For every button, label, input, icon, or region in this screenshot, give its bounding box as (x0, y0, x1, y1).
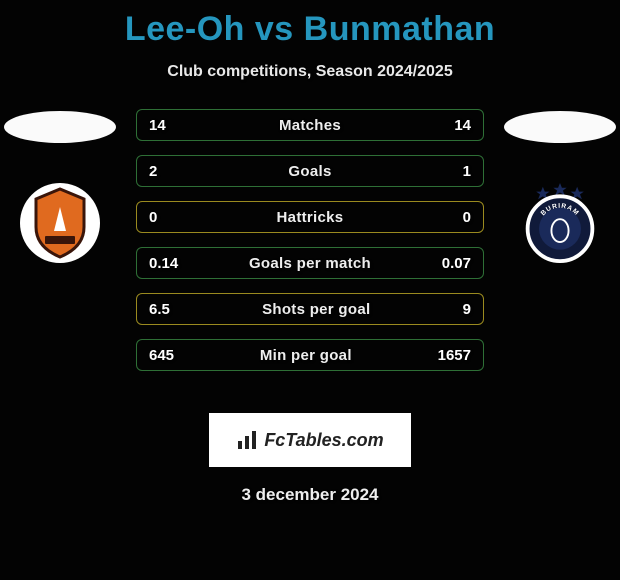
stat-left-value: 0.14 (149, 255, 178, 272)
left-avatar-placeholder (4, 111, 116, 143)
stat-right-value: 9 (463, 301, 471, 318)
stat-left-value: 2 (149, 163, 157, 180)
stat-metric-label: Min per goal (260, 347, 352, 364)
stat-left-value: 6.5 (149, 301, 170, 318)
left-player-column (0, 109, 120, 263)
stat-metric-label: Goals per match (249, 255, 371, 272)
stat-right-value: 1657 (438, 347, 471, 364)
shield-icon (20, 183, 100, 263)
stat-row: 0 Hattricks 0 (136, 201, 484, 233)
stat-row: 645 Min per goal 1657 (136, 339, 484, 371)
stat-left-value: 645 (149, 347, 174, 364)
stat-row: 2 Goals 1 (136, 155, 484, 187)
stat-right-value: 0 (463, 209, 471, 226)
stat-row: 0.14 Goals per match 0.07 (136, 247, 484, 279)
date-label: 3 december 2024 (0, 485, 620, 505)
crest-icon: BURIRAM (520, 181, 600, 265)
stat-left-value: 0 (149, 209, 157, 226)
right-avatar-placeholder (504, 111, 616, 143)
stat-bars: 14 Matches 14 2 Goals 1 0 Hattricks 0 0.14 Goals p… (136, 109, 484, 371)
stat-left-value: 14 (149, 117, 166, 134)
page-subtitle: Club competitions, Season 2024/2025 (0, 63, 620, 81)
comparison-stage: BURIRAM 14 Matches 14 2 Goals 1 0 Hattricks 0 0.1… (0, 109, 620, 389)
chart-icon (236, 429, 258, 451)
stat-metric-label: Hattricks (277, 209, 344, 226)
brand-box: FcTables.com (209, 413, 411, 467)
right-player-column: BURIRAM (500, 109, 620, 263)
brand-label: FcTables.com (264, 430, 383, 451)
stat-right-value: 0.07 (442, 255, 471, 272)
stat-right-value: 14 (454, 117, 471, 134)
right-club-badge: BURIRAM (520, 183, 600, 263)
stat-metric-label: Goals (288, 163, 331, 180)
left-club-badge (20, 183, 100, 263)
stat-right-value: 1 (463, 163, 471, 180)
stat-row: 14 Matches 14 (136, 109, 484, 141)
page-title: Lee-Oh vs Bunmathan (0, 0, 620, 49)
stat-metric-label: Shots per goal (262, 301, 370, 318)
stat-row: 6.5 Shots per goal 9 (136, 293, 484, 325)
stat-metric-label: Matches (279, 117, 341, 134)
